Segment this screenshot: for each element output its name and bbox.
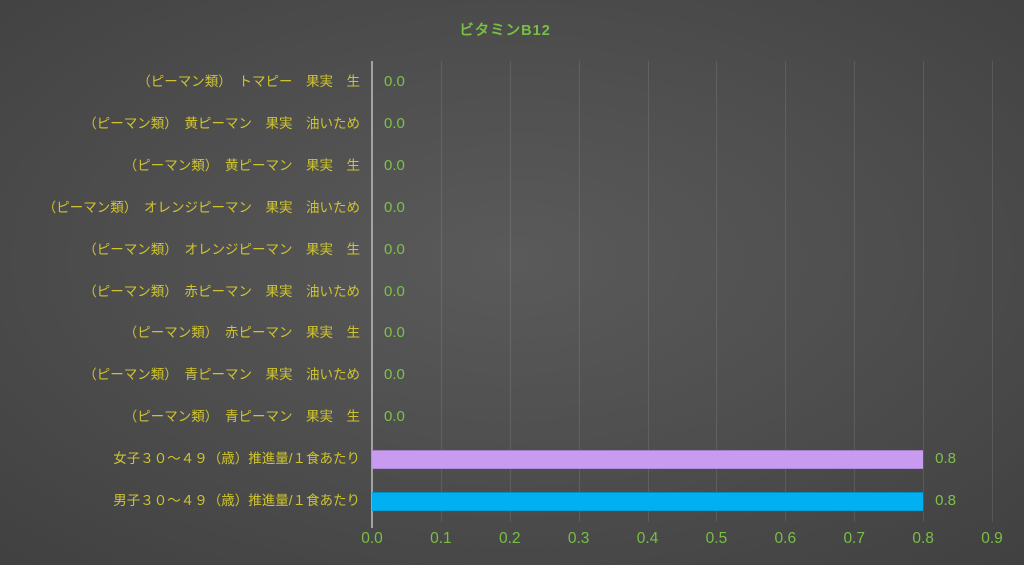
category-label: （ピーマン類） 赤ピーマン 果実 油いため (83, 283, 360, 299)
gridline (509, 61, 511, 522)
x-axis-tick-label: 0.8 (912, 530, 934, 547)
category-label: （ピーマン類） 黄ピーマン 果実 生 (123, 157, 360, 173)
category-label: 男子３０～４９（歳）推進量/１食あたり (113, 493, 360, 509)
x-axis-tick-label: 0.6 (774, 530, 797, 547)
bar (372, 491, 924, 511)
x-axis-tick-label: 0.9 (981, 530, 1003, 547)
category-label: （ピーマン類） トマピー 果実 生 (137, 73, 360, 89)
gridline (854, 61, 856, 522)
value-label: 0.0 (384, 366, 405, 384)
gridline (578, 61, 580, 522)
gridline (440, 61, 442, 522)
x-axis-tick-label: 0.0 (361, 530, 383, 547)
value-axis-line (371, 61, 373, 528)
value-label: 0.8 (935, 450, 956, 468)
x-axis-tick-label: 0.4 (636, 530, 659, 547)
value-label: 0.0 (384, 156, 405, 174)
value-label: 0.0 (384, 324, 405, 342)
value-label: 0.0 (384, 198, 405, 216)
x-axis-tick-label: 0.3 (567, 530, 590, 547)
chart-title: ビタミンB12 (459, 23, 551, 39)
category-label: （ピーマン類） 黄ピーマン 果実 油いため (83, 115, 360, 131)
value-label: 0.0 (384, 282, 405, 300)
value-label: 0.0 (384, 72, 405, 90)
category-label: （ピーマン類） 青ピーマン 果実 生 (123, 409, 360, 425)
x-axis-tick-label: 0.5 (705, 530, 728, 547)
value-label: 0.0 (384, 114, 405, 132)
x-axis-tick-label: 0.1 (430, 530, 452, 547)
value-label: 0.0 (384, 240, 405, 258)
category-label: （ピーマン類） オレンジピーマン 果実 油いため (42, 199, 360, 215)
category-label: （ピーマン類） 青ピーマン 果実 油いため (83, 367, 360, 383)
bar (372, 449, 924, 469)
value-label: 0.8 (935, 492, 956, 510)
category-label: （ピーマン類） 赤ピーマン 果実 生 (123, 325, 360, 341)
x-axis-tick-label: 0.7 (843, 530, 865, 547)
gridline (992, 61, 993, 522)
category-label: （ピーマン類） オレンジピーマン 果実 生 (83, 241, 360, 257)
gridline (716, 61, 718, 522)
gridline (647, 61, 649, 522)
value-label: 0.0 (384, 408, 405, 426)
gridline (923, 61, 925, 522)
category-label: 女子３０～４９（歳）推進量/１食あたり (113, 451, 360, 467)
x-axis-tick-label: 0.2 (498, 530, 521, 547)
gridline (785, 61, 787, 522)
